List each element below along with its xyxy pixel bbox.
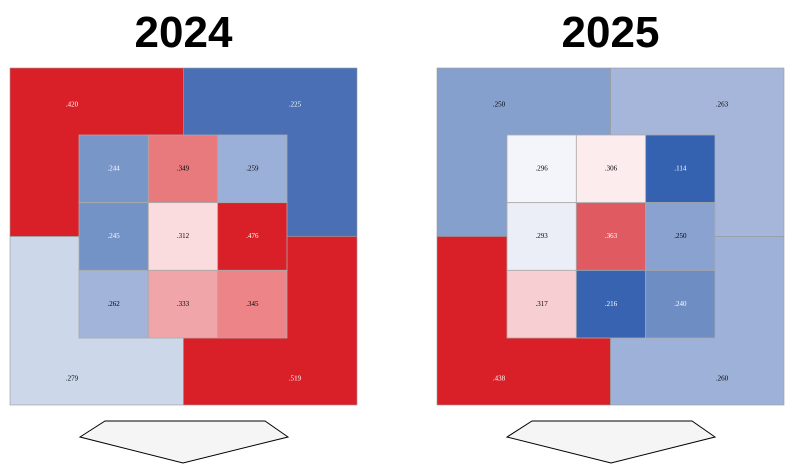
outer-zone-label: .250 — [493, 101, 506, 109]
zone-label: .317 — [536, 300, 549, 308]
outer-zone-label: .420 — [66, 101, 79, 109]
outer-zone-label: .438 — [493, 375, 506, 383]
zone-label: .312 — [177, 232, 190, 240]
zone-label: .114 — [674, 164, 686, 172]
zone-cell — [78, 202, 149, 271]
zone-cell — [217, 269, 288, 339]
zone-cell — [147, 269, 219, 339]
panel-title: 2025 — [562, 8, 660, 57]
zone-label: .333 — [177, 300, 190, 308]
zone-label: .259 — [246, 164, 259, 172]
zone-cell — [645, 134, 716, 204]
zone-label: .363 — [605, 232, 618, 240]
outer-zone-label: .279 — [66, 375, 79, 383]
outer-zone-label: .260 — [716, 375, 729, 383]
home-plate — [505, 420, 717, 464]
zone-cell — [575, 202, 647, 271]
home-plate — [78, 420, 290, 464]
zone-label: .240 — [674, 300, 687, 308]
zone-cell — [575, 269, 647, 339]
panel-title: 2024 — [135, 8, 233, 57]
zone-cell — [645, 202, 716, 271]
zone-label: .244 — [108, 164, 121, 172]
outer-zone-label: .225 — [289, 101, 302, 109]
zone-label: .476 — [246, 232, 259, 240]
zone-label: .345 — [246, 300, 259, 308]
zone-label: .262 — [108, 300, 121, 308]
zone-cell — [147, 134, 219, 204]
zone-cell — [645, 269, 716, 339]
zone-cell — [78, 134, 149, 204]
zone-label: .296 — [536, 164, 549, 172]
outer-zone-label: .519 — [289, 375, 302, 383]
zone-label: .216 — [605, 300, 618, 308]
zone-label: .306 — [605, 164, 618, 172]
zone-label: .245 — [108, 232, 121, 240]
zone-cell — [506, 134, 577, 204]
zone-cell — [506, 202, 577, 271]
zone-cell — [217, 202, 288, 271]
zone-label: .293 — [536, 232, 549, 240]
outer-zone-label: .263 — [716, 101, 729, 109]
zone-label: .250 — [674, 232, 687, 240]
zone-label: .349 — [177, 164, 190, 172]
zone-cell — [575, 134, 647, 204]
